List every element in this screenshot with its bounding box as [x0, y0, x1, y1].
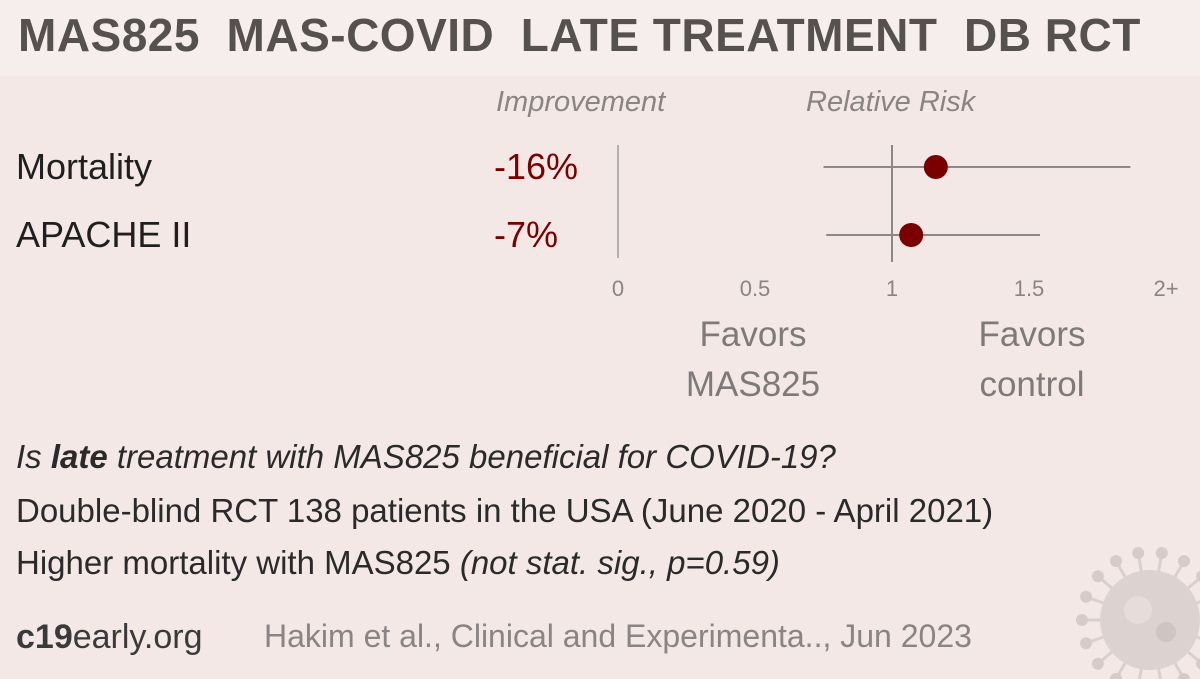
improvement-mortality: -16%	[494, 146, 579, 187]
page-title: MAS825 MAS-COVID LATE TREATMENT DB RCT	[18, 9, 1141, 61]
question-line: Is late treatment with MAS825 beneficial…	[16, 438, 836, 476]
tick-label: 1.5	[1014, 276, 1045, 301]
relative-risk-column-header: Relative Risk	[806, 86, 976, 118]
header-bar: MAS825 MAS-COVID LATE TREATMENT DB RCT	[0, 0, 1200, 76]
tick-label: 0.5	[740, 276, 771, 301]
brand-bold: c19	[16, 618, 73, 656]
result-line: Higher mortality with MAS825 (not stat. …	[16, 544, 780, 582]
result-main: Higher mortality with MAS825	[16, 544, 460, 581]
citation: Hakim et al., Clinical and Experimenta..…	[264, 618, 972, 654]
virus-icon	[1076, 547, 1200, 679]
improvement-column-header: Improvement	[496, 86, 666, 118]
question-suffix: treatment with MAS825 beneficial for COV…	[107, 438, 836, 475]
outcome-label-mortality: Mortality	[16, 146, 153, 187]
favors-control-label: Favors control	[932, 310, 1132, 410]
tick-label: 0	[612, 276, 624, 301]
tick-label: 1	[886, 276, 898, 301]
favors-right-line1: Favors	[978, 315, 1086, 354]
rr-point	[923, 155, 948, 179]
tick-label: 2+	[1153, 276, 1178, 301]
site-brand[interactable]: c19early.org	[16, 618, 203, 657]
result-note: (not stat. sig., p=0.59)	[459, 544, 780, 581]
rr-point	[899, 223, 924, 247]
question-bold: late	[50, 438, 108, 475]
favors-treatment-label: Favors MAS825	[653, 310, 853, 410]
favors-right-line2: control	[979, 365, 1085, 404]
improvement-apache: -7%	[494, 214, 559, 255]
favors-left-line2: MAS825	[685, 365, 821, 404]
favors-left-line1: Favors	[699, 315, 807, 354]
outcome-label-apache: APACHE II	[16, 214, 192, 255]
study-design-line: Double-blind RCT 138 patients in the USA…	[16, 492, 994, 529]
brand-rest: early.org	[72, 618, 203, 656]
question-prefix: Is	[16, 438, 51, 475]
